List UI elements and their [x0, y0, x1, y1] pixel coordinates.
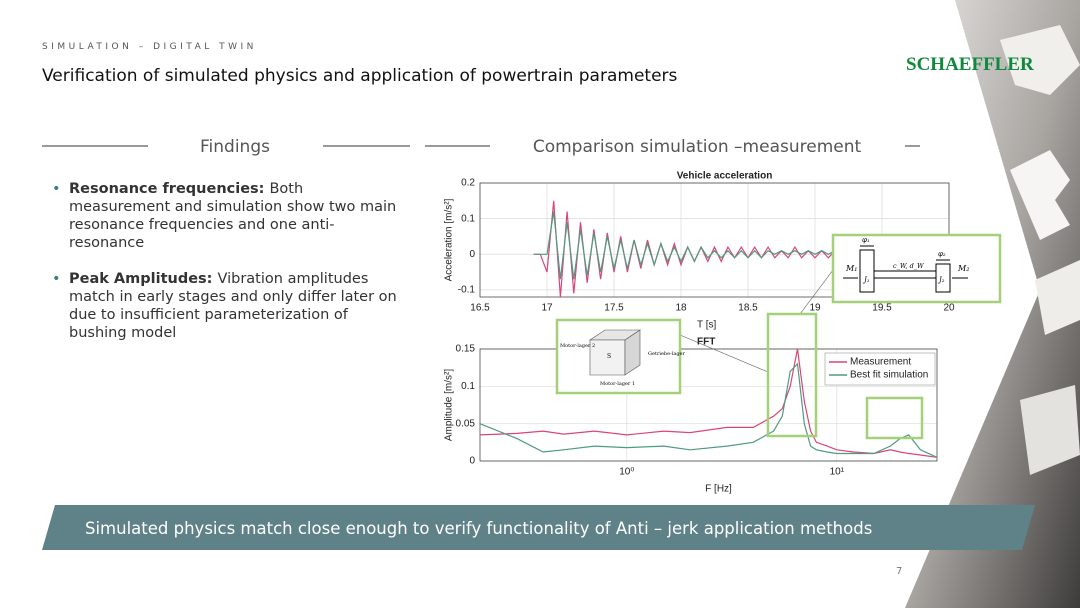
- page-number: 7: [896, 566, 902, 577]
- y-tick-label: 0: [469, 249, 475, 260]
- highlight-box: [865, 396, 924, 440]
- x-axis-label: F [Hz]: [705, 484, 732, 495]
- plot-frame: [479, 348, 938, 462]
- puzzle-piece: [1010, 150, 1070, 240]
- inset-label: Motor-lager 2: [560, 343, 595, 349]
- puzzle-piece: [1035, 260, 1080, 335]
- schematic-label: M₁: [845, 264, 857, 273]
- y-tick-label: 0.1: [461, 381, 475, 392]
- x-tick-label: 10⁰: [619, 467, 634, 478]
- banner-text: Simulated physics match close enough to …: [85, 519, 872, 538]
- x-tick-label: 17.5: [604, 303, 624, 314]
- y-tick-label: 0.1: [461, 213, 475, 224]
- y-tick-label: 0.05: [456, 418, 476, 429]
- x-tick-label: 19: [809, 303, 821, 314]
- x-tick-label: 10¹: [830, 467, 845, 478]
- x-tick-label: 20: [943, 303, 955, 314]
- y-axis-label: Acceleration [m/s²]: [444, 198, 455, 281]
- x-tick-label: 18: [675, 303, 687, 314]
- highlight-box: [766, 312, 818, 438]
- x-axis-label: T [s]: [697, 320, 716, 331]
- schematic-label: φ₂: [938, 250, 946, 258]
- schematic-label: φ₁: [862, 236, 870, 244]
- bullet: Resonance frequencies:Both measurement a…: [52, 180, 397, 252]
- x-tick-label: 19.5: [872, 303, 892, 314]
- x-tick-label: 17: [541, 303, 553, 314]
- model-inset: Motor-lager 2 Getriebe-lager Motor-lager…: [555, 318, 685, 395]
- schematic-label: J₂: [937, 276, 945, 284]
- kicker: SIMULATION – DIGITAL TWIN: [42, 42, 257, 52]
- legend-label: Best fit simulation: [850, 370, 928, 381]
- bullet-lead: Peak Amplitudes:: [69, 271, 213, 287]
- puzzle-piece: [1020, 385, 1080, 475]
- x-tick-label: 18.5: [738, 303, 758, 314]
- y-tick-label: 0.15: [456, 344, 476, 355]
- inset-label: S: [607, 353, 611, 360]
- legend-box: [824, 352, 936, 386]
- y-tick-label: -0.1: [458, 285, 476, 296]
- findings-list: Resonance frequencies:Both measurement a…: [52, 180, 397, 360]
- bullet: Peak Amplitudes:Vibration amplitudes mat…: [52, 270, 397, 342]
- logo: SCHAEFFLER: [906, 54, 1034, 75]
- inset-label: Motor-lager 1: [600, 381, 635, 387]
- inset-label: Getriebe-lager: [648, 351, 685, 357]
- schematic-label: M₂: [957, 264, 969, 273]
- y-axis-label: Amplitude [m/s²]: [444, 369, 455, 441]
- x-tick-label: 16.5: [470, 303, 490, 314]
- y-tick-label: 0: [469, 456, 475, 467]
- legend-label: Measurement: [850, 357, 911, 368]
- bullet-text: Both measurement and simulation show two…: [69, 181, 397, 251]
- schematic: M₁ J₁ c_W, d_W J₂ M₂ φ₁ φ₂: [831, 233, 1002, 304]
- y-tick-label: 0.2: [461, 178, 475, 189]
- slide-title: Verification of simulated physics and ap…: [42, 66, 678, 86]
- puzzle-piece: [1000, 25, 1080, 95]
- data-line: [533, 211, 882, 280]
- bullet-text: Vibration amplitudes match in early stag…: [69, 271, 397, 341]
- section-heading: Findings: [200, 137, 270, 157]
- connector: [679, 334, 769, 373]
- section-heading: Comparison simulation –measurement: [533, 137, 862, 157]
- banner: [42, 505, 1035, 550]
- chart-title: Vehicle acceleration: [677, 171, 773, 182]
- bullet-lead: Resonance frequencies:: [69, 181, 265, 197]
- block: [624, 329, 641, 376]
- inertia: [859, 249, 875, 293]
- schematic-label: J₁: [862, 276, 870, 284]
- data-line: [479, 362, 938, 458]
- charts: -0.1 0 0.1 0.2 16.5 17 17.5 18 18.5 19 19.5 20 Vehic…: [444, 171, 955, 495]
- schematic-label: c_W, d_W: [893, 262, 925, 270]
- connector: [799, 269, 834, 315]
- chart-title: FFT: [697, 337, 715, 348]
